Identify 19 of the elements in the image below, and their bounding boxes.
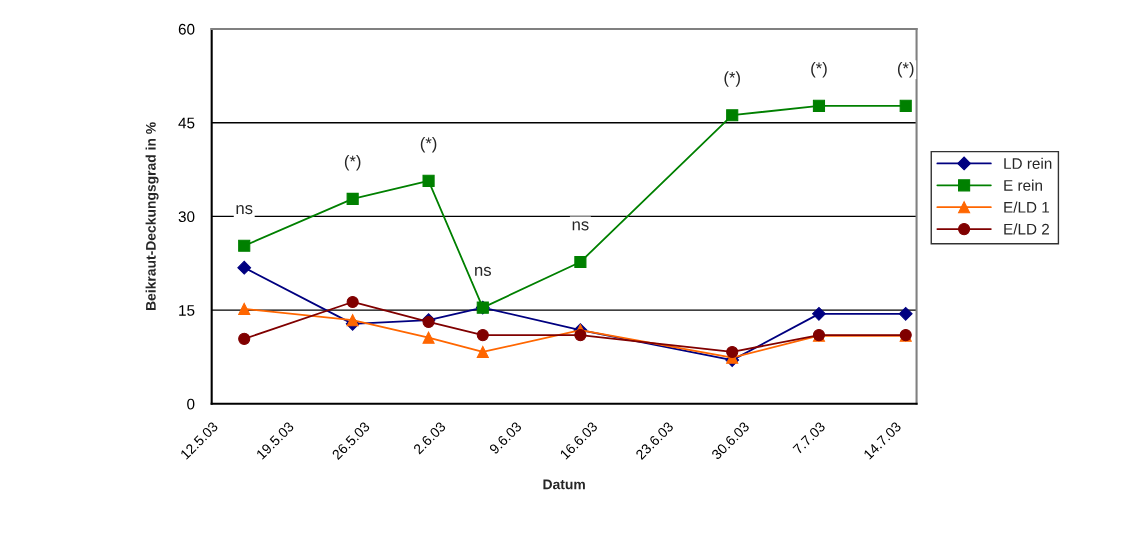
annotation: (*) xyxy=(897,61,914,78)
y-tick-label: 0 xyxy=(187,398,195,410)
annotation: (*) xyxy=(420,136,437,153)
annotation: (*) xyxy=(344,155,361,171)
annotation: (*) xyxy=(811,61,827,78)
annotation: ns xyxy=(572,221,589,231)
y-axis-title: Beikraut-Deckungsgrad in % xyxy=(145,122,159,311)
x-axis-title: Datum xyxy=(543,479,585,490)
y-tick-label: 60 xyxy=(178,23,195,35)
y-tick-label: 15 xyxy=(179,305,195,316)
annotation: ns xyxy=(475,266,491,276)
annotation: (*) xyxy=(724,71,740,87)
legend-label: E rein xyxy=(1004,179,1042,191)
annotation: ns xyxy=(236,205,253,215)
legend-label: E/LD 1 xyxy=(1004,201,1050,213)
legend-label: LD rein xyxy=(1004,157,1052,169)
legend-label: E/LD 2 xyxy=(1004,223,1049,235)
y-tick-label: 45 xyxy=(178,117,195,129)
y-tick-label: 30 xyxy=(178,211,195,223)
